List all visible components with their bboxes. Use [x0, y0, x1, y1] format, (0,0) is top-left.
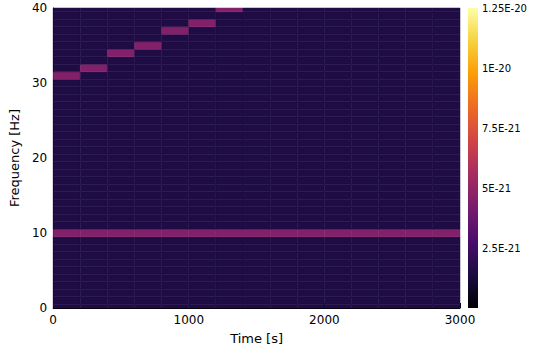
- svg-text:Frequency [Hz]: Frequency [Hz]: [7, 109, 22, 207]
- svg-text:1.25E-20: 1.25E-20: [482, 3, 527, 14]
- svg-text:40: 40: [32, 1, 47, 15]
- svg-text:0: 0: [49, 313, 57, 327]
- svg-text:2.5E-21: 2.5E-21: [482, 243, 521, 254]
- svg-text:2000: 2000: [309, 313, 340, 327]
- svg-text:20: 20: [32, 151, 47, 165]
- svg-text:1000: 1000: [174, 313, 205, 327]
- svg-text:0: 0: [40, 301, 48, 315]
- svg-text:30: 30: [32, 76, 47, 90]
- svg-text:3000: 3000: [445, 313, 476, 327]
- svg-text:1E-20: 1E-20: [482, 63, 511, 74]
- svg-text:Time [s]: Time [s]: [229, 331, 283, 346]
- svg-text:10: 10: [32, 226, 47, 240]
- svg-text:5E-21: 5E-21: [482, 183, 511, 194]
- svg-text:7.5E-21: 7.5E-21: [482, 123, 521, 134]
